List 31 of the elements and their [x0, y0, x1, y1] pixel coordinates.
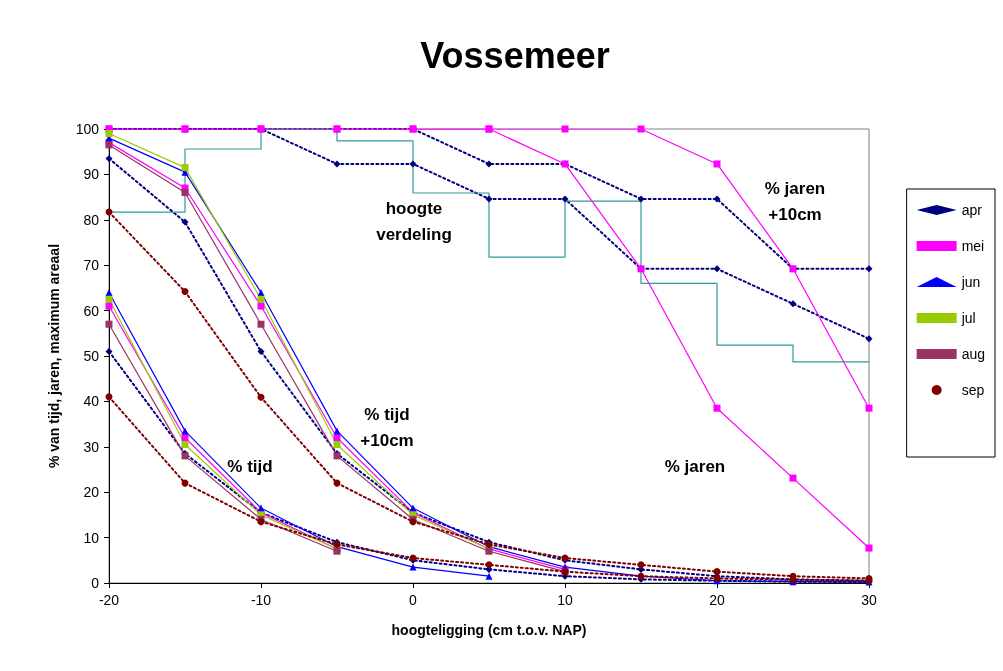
annotation: % jaren — [664, 456, 726, 476]
y-tick-label: 70 — [83, 257, 100, 274]
y-tick-label: 80 — [83, 211, 100, 228]
annotation: % tijd — [227, 456, 273, 476]
annotation: % jaren +10cm — [764, 178, 826, 224]
y-axis-title: % van tijd, jaren, maximum areaal — [46, 243, 62, 469]
legend-label: aug — [961, 346, 985, 362]
x-tick-label: -10 — [250, 592, 272, 608]
chart-title: Vossemeer — [420, 34, 610, 76]
y-tick-label: 60 — [83, 302, 100, 319]
legend-label: apr — [961, 202, 983, 218]
legend-label: sep — [961, 382, 985, 398]
y-tick-label: 90 — [83, 166, 100, 183]
legend-label: mei — [961, 238, 985, 254]
x-tick-label: 30 — [861, 592, 877, 608]
x-tick-label: 20 — [709, 592, 725, 608]
x-axis-title: hoogteligging (cm t.o.v. NAP) — [391, 622, 587, 638]
legend-label: jun — [960, 274, 981, 290]
y-tick-label: 50 — [83, 348, 100, 364]
y-tick-label: 40 — [83, 393, 100, 410]
y-tick-label: 0 — [91, 575, 100, 591]
x-tick-label: -20 — [98, 592, 120, 608]
y-tick-label: 30 — [83, 438, 100, 455]
y-tick-label: 100 — [75, 121, 100, 137]
y-tick-label: 20 — [83, 484, 100, 501]
x-tick-label: 0 — [409, 592, 418, 608]
legend-label: jul — [960, 310, 976, 326]
y-tick-label: 10 — [83, 529, 100, 546]
x-tick-label: 10 — [557, 592, 573, 608]
annotation: % tijd +10cm — [360, 404, 414, 450]
annotation: hoogte verdeling — [376, 198, 452, 244]
